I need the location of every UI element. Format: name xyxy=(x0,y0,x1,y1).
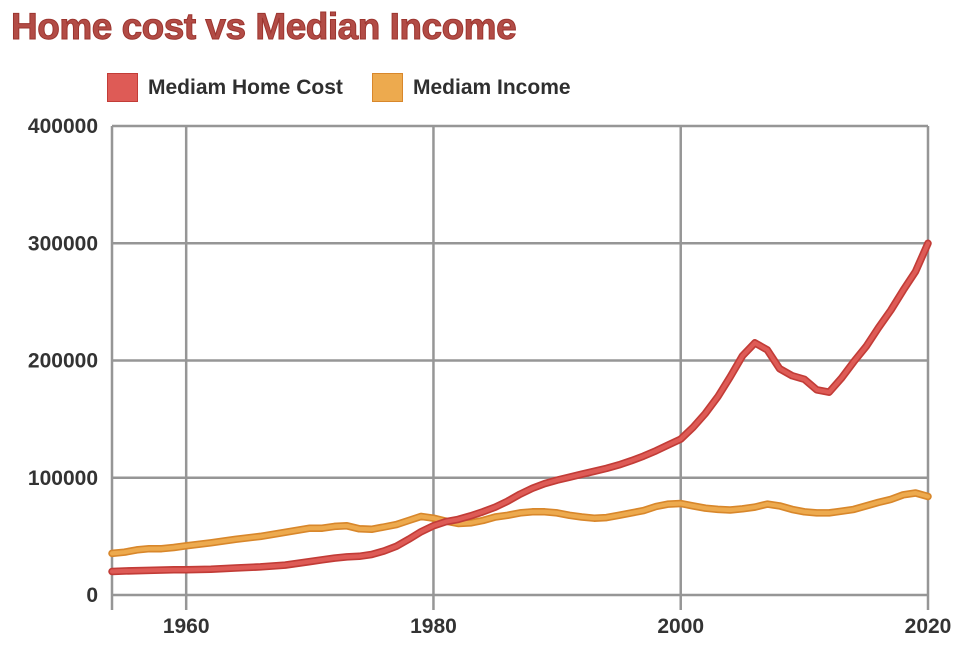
legend-label-home-cost: Mediam Home Cost xyxy=(148,75,343,99)
series-line-mediam-home-cost xyxy=(108,239,932,576)
legend-label-income: Mediam Income xyxy=(413,75,571,99)
x-tick-label: 1980 xyxy=(410,615,457,638)
x-tick-label: 2020 xyxy=(905,615,952,638)
legend-item-home-cost: Mediam Home Cost xyxy=(107,72,343,103)
series-line-mediam-income xyxy=(109,490,931,556)
y-tick-label: 100000 xyxy=(28,467,98,490)
legend-swatch-home-cost xyxy=(107,73,138,102)
legend-swatch-income xyxy=(372,73,403,102)
x-tick-label: 1960 xyxy=(163,615,210,638)
x-tick-label: 2000 xyxy=(657,615,704,638)
series-line-mediam-home-cost xyxy=(109,241,931,574)
chart-title: Home cost vs Median Income xyxy=(10,6,517,48)
legend-item-income: Mediam Income xyxy=(372,72,571,103)
y-tick-label: 400000 xyxy=(28,115,98,138)
y-tick-label: 300000 xyxy=(28,232,98,255)
series-line-mediam-income xyxy=(108,489,932,558)
y-tick-label: 0 xyxy=(86,584,98,607)
y-tick-label: 200000 xyxy=(28,350,98,373)
